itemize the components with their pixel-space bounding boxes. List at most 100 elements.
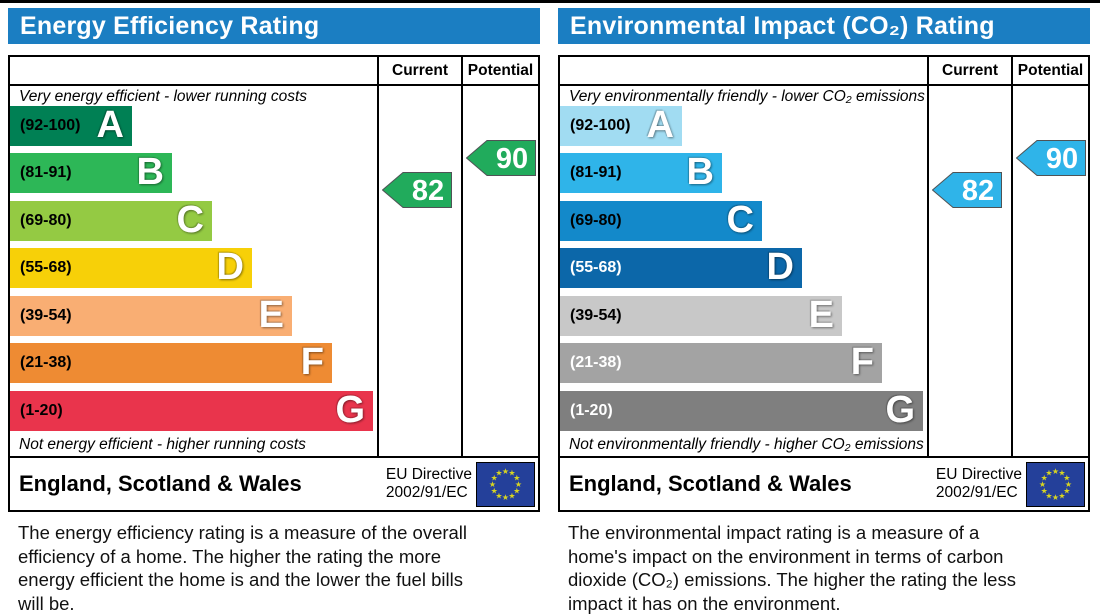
band-range-label: (55-68) bbox=[570, 259, 622, 276]
current-column-header: Current bbox=[942, 62, 998, 79]
band-row-d: (55-68) D bbox=[10, 248, 252, 288]
band-range-label: (81-91) bbox=[570, 164, 622, 181]
potential-rating-value: 90 bbox=[496, 143, 528, 175]
band-range-label: (92-100) bbox=[20, 117, 81, 134]
band-e: (39-54) E bbox=[10, 296, 292, 336]
svg-text:★: ★ bbox=[1045, 469, 1052, 478]
current-rating-arrow: 82 bbox=[382, 172, 452, 208]
band-range-label: (21-38) bbox=[20, 354, 72, 371]
eu-flag-icon: ★ ★ ★★ ★★ ★★ ★★ ★★ bbox=[476, 462, 535, 507]
band-row-b: (81-91) B bbox=[10, 153, 172, 193]
band-b: (81-91) B bbox=[10, 153, 172, 193]
band-a: (92-100) A bbox=[560, 106, 682, 146]
band-range-label: (69-80) bbox=[20, 212, 72, 229]
arrow-shape bbox=[382, 172, 452, 208]
svg-text:★: ★ bbox=[1039, 480, 1046, 489]
svg-text:★: ★ bbox=[1063, 487, 1070, 496]
svg-text:★: ★ bbox=[491, 474, 498, 483]
svg-text:★: ★ bbox=[1052, 467, 1059, 476]
svg-text:★: ★ bbox=[513, 487, 520, 496]
potential-column-header: Potential bbox=[1017, 62, 1084, 79]
band-letter: A bbox=[96, 104, 124, 146]
svg-text:★: ★ bbox=[1052, 493, 1059, 502]
band-letter: F bbox=[850, 341, 874, 383]
current-rating-value: 82 bbox=[962, 175, 994, 207]
band-f: (21-38) F bbox=[560, 343, 882, 383]
band-letter: D bbox=[216, 246, 244, 288]
header-underline bbox=[560, 84, 1088, 86]
chart-description: The environmental impact rating is a mea… bbox=[568, 522, 1016, 614]
band-row-d: (55-68) D bbox=[560, 248, 802, 288]
svg-text:★: ★ bbox=[1063, 474, 1070, 483]
band-row-b: (81-91) B bbox=[560, 153, 722, 193]
chart-title-bar: Environmental Impact (CO₂) Rating bbox=[558, 8, 1090, 44]
arrow-shape bbox=[932, 172, 1002, 208]
bottom-note: Not environmentally friendly - higher CO… bbox=[569, 436, 924, 453]
band-letter: B bbox=[686, 151, 714, 193]
top-note: Very environmentally friendly - lower CO… bbox=[569, 88, 925, 105]
band-letter: G bbox=[335, 389, 365, 431]
svg-text:★: ★ bbox=[489, 480, 496, 489]
arrow-shape bbox=[466, 140, 536, 176]
potential-column-header: Potential bbox=[467, 62, 534, 79]
eu-directive-label: EU Directive 2002/91/EC bbox=[935, 466, 1022, 501]
svg-text:★: ★ bbox=[1041, 487, 1048, 496]
chart-footer: England, Scotland & Wales EU Directive 2… bbox=[558, 456, 1090, 512]
band-e: (39-54) E bbox=[560, 296, 842, 336]
column-divider bbox=[927, 57, 929, 456]
band-range-label: (81-91) bbox=[20, 164, 72, 181]
energy-efficiency-chart: Energy Efficiency Rating Current Potenti… bbox=[8, 0, 540, 616]
band-range-label: (39-54) bbox=[570, 307, 622, 324]
svg-text:★: ★ bbox=[491, 487, 498, 496]
svg-text:★: ★ bbox=[495, 469, 502, 478]
band-letter: E bbox=[808, 294, 834, 336]
svg-text:★: ★ bbox=[508, 469, 515, 478]
header-underline bbox=[10, 84, 538, 86]
chart-footer: England, Scotland & Wales EU Directive 2… bbox=[8, 456, 540, 512]
svg-text:★: ★ bbox=[1045, 491, 1052, 500]
band-range-label: (39-54) bbox=[20, 307, 72, 324]
svg-text:★: ★ bbox=[508, 491, 515, 500]
band-range-label: (1-20) bbox=[570, 402, 613, 419]
svg-text:★: ★ bbox=[1065, 480, 1072, 489]
chart-title-bar: Energy Efficiency Rating bbox=[8, 8, 540, 44]
svg-text:★: ★ bbox=[1041, 474, 1048, 483]
region-label: England, Scotland & Wales bbox=[19, 471, 302, 496]
band-d: (55-68) D bbox=[10, 248, 252, 288]
band-b: (81-91) B bbox=[560, 153, 722, 193]
svg-text:★: ★ bbox=[502, 467, 509, 476]
band-row-a: (92-100) A bbox=[560, 106, 682, 146]
band-row-g: (1-20) G bbox=[10, 391, 373, 431]
band-range-label: (21-38) bbox=[570, 354, 622, 371]
band-row-a: (92-100) A bbox=[10, 106, 132, 146]
eu-flag-icon: ★ ★ ★★ ★★ ★★ ★★ ★★ bbox=[1026, 462, 1085, 507]
band-row-c: (69-80) C bbox=[560, 201, 762, 241]
arrow-shape bbox=[1016, 140, 1086, 176]
band-letter: D bbox=[766, 246, 794, 288]
band-g: (1-20) G bbox=[560, 391, 923, 431]
band-range-label: (92-100) bbox=[570, 117, 631, 134]
potential-rating-arrow: 90 bbox=[1016, 140, 1086, 176]
band-row-f: (21-38) F bbox=[10, 343, 332, 383]
top-divider-rule bbox=[0, 0, 1100, 3]
environmental-impact-chart: Environmental Impact (CO₂) Rating Curren… bbox=[558, 0, 1090, 616]
band-range-label: (1-20) bbox=[20, 402, 63, 419]
band-letter: A bbox=[646, 104, 674, 146]
bottom-note: Not energy efficient - higher running co… bbox=[19, 436, 306, 453]
band-c: (69-80) C bbox=[10, 201, 212, 241]
band-letter: C bbox=[726, 199, 754, 241]
band-letter: E bbox=[258, 294, 284, 336]
potential-rating-arrow: 90 bbox=[466, 140, 536, 176]
band-d: (55-68) D bbox=[560, 248, 802, 288]
column-divider bbox=[461, 57, 463, 456]
current-rating-arrow: 82 bbox=[932, 172, 1002, 208]
band-letter: F bbox=[300, 341, 324, 383]
column-divider bbox=[1011, 57, 1013, 456]
eu-directive-label: EU Directive 2002/91/EC bbox=[385, 466, 472, 501]
band-row-f: (21-38) F bbox=[560, 343, 882, 383]
band-letter: G bbox=[885, 389, 915, 431]
rating-scale-table: Current Potential Very energy efficient … bbox=[8, 55, 540, 458]
band-range-label: (55-68) bbox=[20, 259, 72, 276]
band-g: (1-20) G bbox=[10, 391, 373, 431]
band-letter: C bbox=[176, 199, 204, 241]
